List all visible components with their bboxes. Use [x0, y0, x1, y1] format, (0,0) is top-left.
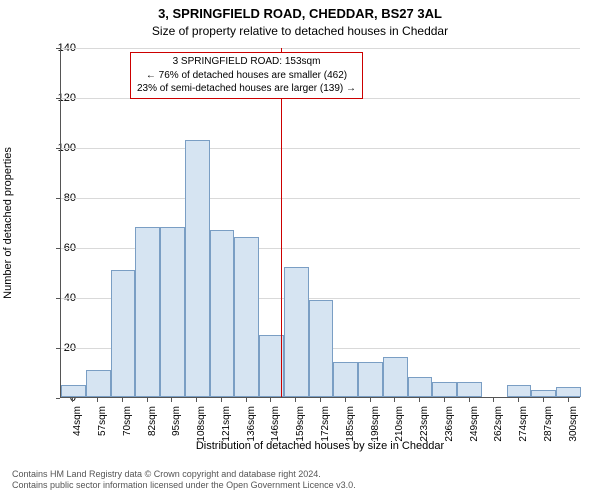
bar — [531, 390, 556, 398]
x-tick-mark — [518, 398, 519, 402]
x-tick-mark — [171, 398, 172, 402]
bar — [309, 300, 334, 398]
x-tick-mark — [345, 398, 346, 402]
bar — [333, 362, 358, 397]
bar — [507, 385, 532, 398]
bar — [432, 382, 457, 397]
x-tick-mark — [469, 398, 470, 402]
annotation-line-1: 3 SPRINGFIELD ROAD: 153sqm — [137, 55, 356, 69]
bar — [457, 382, 482, 397]
y-tick-mark — [56, 398, 60, 399]
attribution: Contains HM Land Registry data © Crown c… — [12, 469, 356, 492]
bar — [284, 267, 309, 397]
chart-container: { "title_main": "3, SPRINGFIELD ROAD, CH… — [0, 0, 600, 500]
annotation-box: 3 SPRINGFIELD ROAD: 153sqm ← 76% of deta… — [130, 52, 363, 99]
chart-subtitle: Size of property relative to detached ho… — [0, 24, 600, 38]
reference-line — [281, 48, 282, 397]
attribution-line-1: Contains HM Land Registry data © Crown c… — [12, 469, 356, 481]
x-tick-mark — [97, 398, 98, 402]
x-tick-mark — [320, 398, 321, 402]
x-tick-mark — [543, 398, 544, 402]
x-tick-mark — [370, 398, 371, 402]
annotation-line-2: ← 76% of detached houses are smaller (46… — [137, 69, 356, 83]
x-tick-mark — [221, 398, 222, 402]
bar — [210, 230, 235, 398]
bar — [185, 140, 210, 398]
bar — [556, 387, 581, 397]
bars — [61, 48, 580, 397]
x-tick-mark — [246, 398, 247, 402]
x-tick-mark — [270, 398, 271, 402]
bar — [358, 362, 383, 397]
x-tick-mark — [568, 398, 569, 402]
annotation-line-3: 23% of semi-detached houses are larger (… — [137, 82, 356, 96]
bar — [61, 385, 86, 398]
bar — [160, 227, 185, 397]
x-tick-mark — [122, 398, 123, 402]
bar — [383, 357, 408, 397]
x-tick-mark — [196, 398, 197, 402]
bar — [135, 227, 160, 397]
attribution-line-2: Contains public sector information licen… — [12, 480, 356, 492]
bar — [234, 237, 259, 397]
bar — [408, 377, 433, 397]
bar — [111, 270, 136, 398]
x-tick-mark — [394, 398, 395, 402]
x-tick-mark — [493, 398, 494, 402]
x-tick-mark — [444, 398, 445, 402]
x-tick-mark — [295, 398, 296, 402]
x-tick-mark — [147, 398, 148, 402]
chart-title: 3, SPRINGFIELD ROAD, CHEDDAR, BS27 3AL — [0, 6, 600, 21]
y-axis-label: Number of detached properties — [2, 147, 14, 299]
plot-area — [60, 48, 580, 398]
x-tick-mark — [72, 398, 73, 402]
x-axis-label: Distribution of detached houses by size … — [60, 440, 580, 452]
bar — [86, 370, 111, 398]
x-tick-mark — [419, 398, 420, 402]
